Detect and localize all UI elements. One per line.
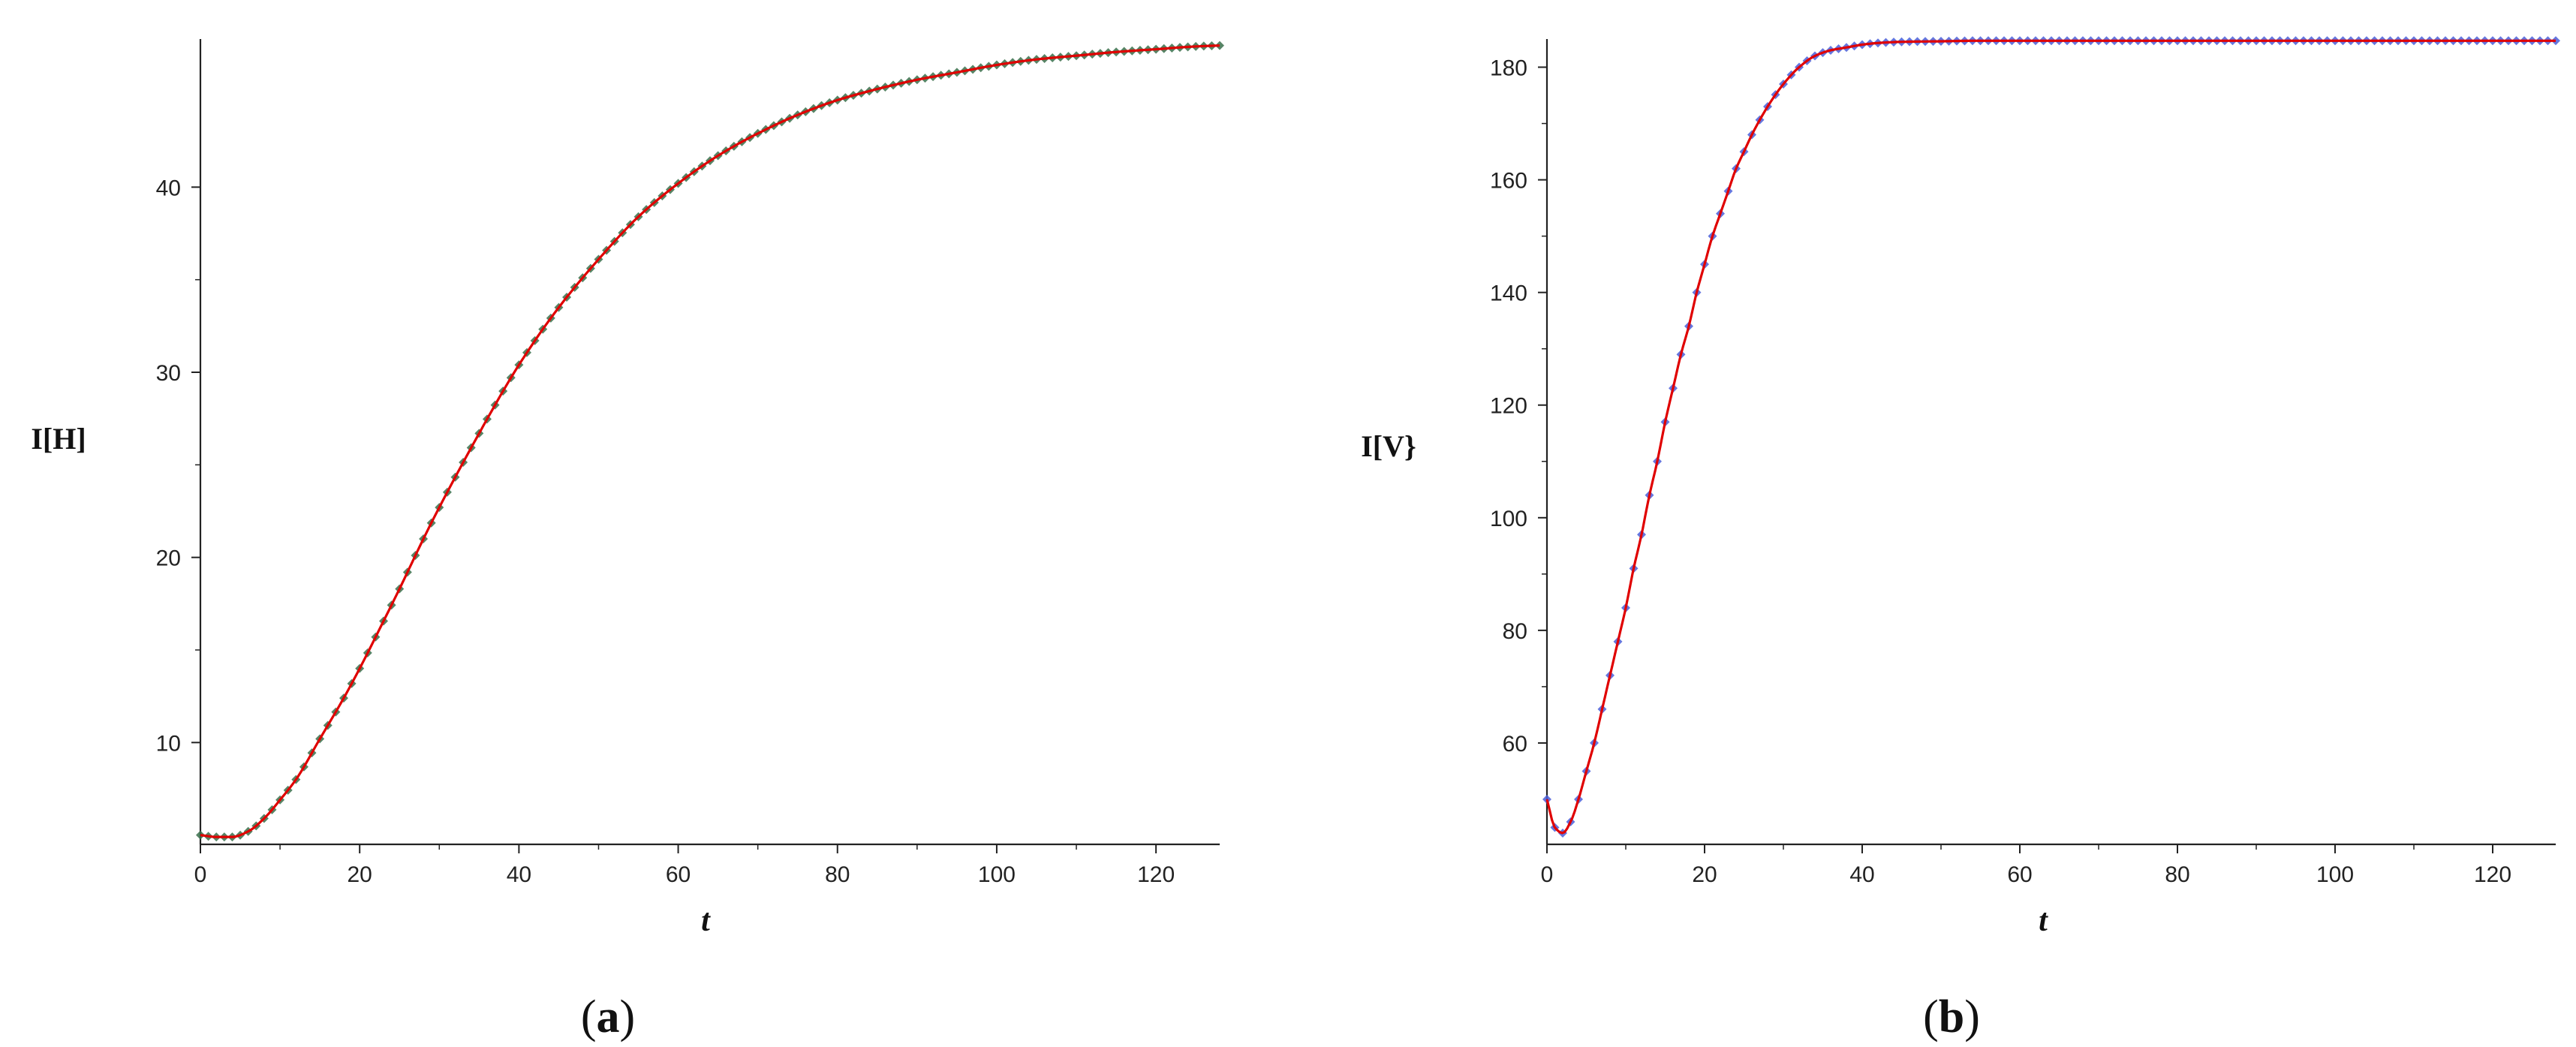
panel-b-y-tick-label: 80 bbox=[1503, 619, 1527, 644]
panel-b-x-tick-label: 60 bbox=[2007, 862, 2032, 887]
panel-a-data-point bbox=[196, 830, 205, 840]
panel-a-caption: (a) bbox=[581, 991, 635, 1042]
panel-b-y-tick-label: 60 bbox=[1503, 732, 1527, 757]
panel-a-x-tick-label: 20 bbox=[348, 862, 372, 887]
panel-b-x-tick-label: 100 bbox=[2316, 862, 2354, 887]
panel-b-x-axis-label: t bbox=[2039, 904, 2048, 938]
panel-a-series-line bbox=[200, 44, 1220, 838]
panel-a-x-axis-label: t bbox=[701, 904, 711, 938]
panel-b-y-tick-label: 140 bbox=[1490, 281, 1527, 306]
panel-a-caption-open: ( bbox=[581, 991, 597, 1042]
panel-b-data-point bbox=[1542, 794, 1551, 804]
panel-a-gridless-plot bbox=[199, 39, 1220, 846]
panel-b-x-tick-label: 40 bbox=[1849, 862, 1874, 887]
chart-panel-b: 60 80 100 120 140 160 180 0 20 40 60 80 100 120 I[V}… bbox=[1361, 36, 2560, 1042]
chart-panel-a: 10 20 30 40 0 20 40 60 80 100 120 I[H] t (a) bbox=[31, 39, 1224, 1042]
panel-a-caption-letter: a bbox=[597, 991, 620, 1042]
panel-b-x-tick-label: 0 bbox=[1541, 862, 1554, 887]
panel-b-y-tick-label: 100 bbox=[1490, 507, 1527, 531]
panel-b-x-ticks: 0 20 40 60 80 100 120 bbox=[1541, 844, 2511, 887]
panel-a-series bbox=[196, 41, 1224, 842]
panel-a-x-tick-label: 60 bbox=[666, 862, 691, 887]
panel-b-caption-letter: b bbox=[1939, 991, 1964, 1042]
panel-a-x-tick-label: 0 bbox=[194, 862, 207, 887]
panel-a-y-tick-label: 20 bbox=[156, 546, 181, 571]
panel-b-y-tick-label: 180 bbox=[1490, 56, 1527, 81]
panel-a-x-tick-label: 120 bbox=[1137, 862, 1175, 887]
panel-a-y-ticks: 10 20 30 40 bbox=[156, 176, 200, 756]
panel-a-x-ticks: 0 20 40 60 80 100 120 bbox=[194, 844, 1175, 887]
panel-b-y-tick-label: 160 bbox=[1490, 169, 1527, 194]
panel-a-x-tick-label: 40 bbox=[507, 862, 531, 887]
panel-a-y-tick-label: 10 bbox=[156, 731, 181, 756]
panel-a-y-axis-label: I[H] bbox=[31, 422, 86, 456]
panel-b-series-line bbox=[1545, 39, 2556, 835]
panel-b-y-axis-label: I[V} bbox=[1361, 429, 1416, 463]
panel-b-caption-close: ) bbox=[1964, 991, 1980, 1042]
panel-b-x-tick-label: 80 bbox=[2165, 862, 2189, 887]
panel-a-caption-close: ) bbox=[620, 991, 636, 1042]
panel-a-y-tick-label: 30 bbox=[156, 361, 181, 386]
panel-b-x-tick-label: 120 bbox=[2474, 862, 2511, 887]
panel-a-x-tick-label: 100 bbox=[978, 862, 1016, 887]
panel-b-gridless-plot bbox=[1545, 39, 2556, 846]
panel-b-x-tick-label: 20 bbox=[1692, 862, 1717, 887]
panel-b-caption-open: ( bbox=[1923, 991, 1939, 1042]
panel-b-series bbox=[1542, 36, 2560, 838]
panel-b-caption: (b) bbox=[1923, 991, 1980, 1042]
panel-b-y-tick-label: 120 bbox=[1490, 394, 1527, 419]
panel-a-y-tick-label: 40 bbox=[156, 176, 181, 200]
panel-a-x-tick-label: 80 bbox=[825, 862, 850, 887]
panel-b-y-ticks: 60 80 100 120 140 160 180 bbox=[1490, 56, 1547, 757]
